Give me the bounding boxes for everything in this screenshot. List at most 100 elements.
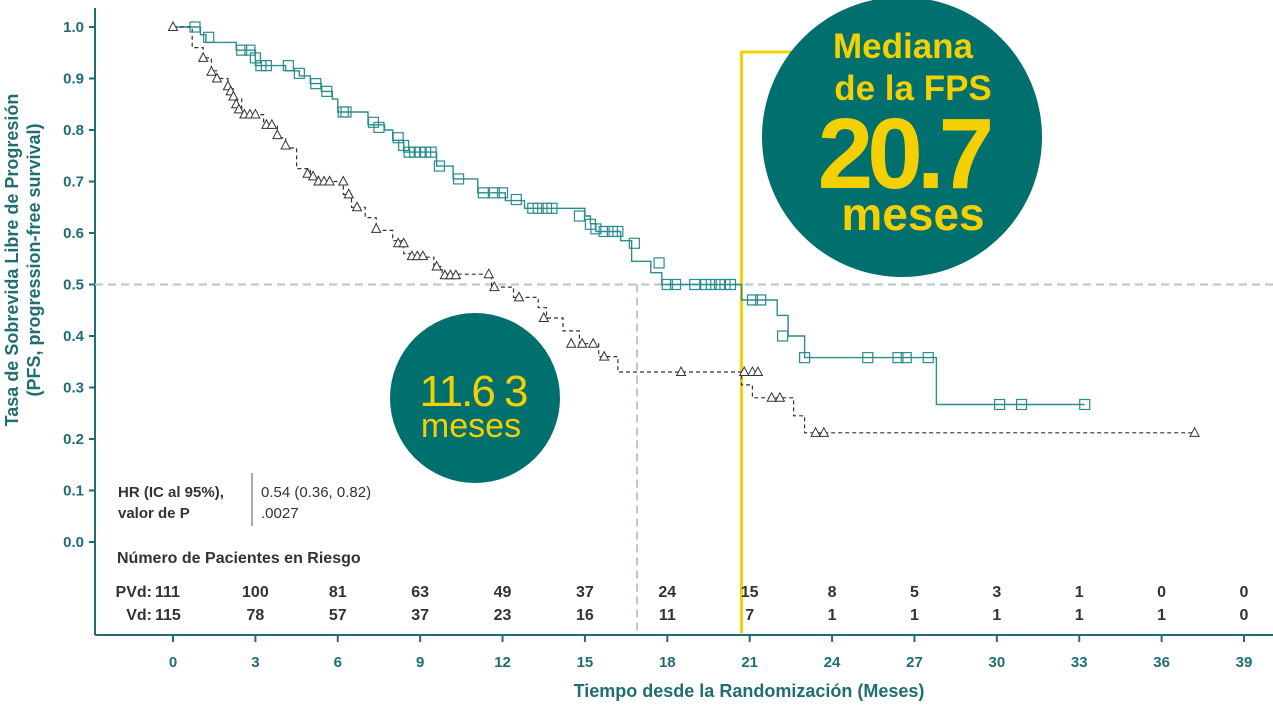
- pvd-censor-marker: [203, 31, 215, 43]
- vd-bubble-unit: meses: [421, 407, 521, 445]
- vd-bubble-circle: [390, 313, 560, 483]
- pvd-censor-marker: [900, 352, 912, 364]
- x-tick-label: 9: [416, 654, 424, 671]
- y-tick-label: 0.3: [63, 380, 84, 397]
- pvd-bubble-circle: [762, 0, 1042, 277]
- pvd-censor-marker: [573, 210, 586, 222]
- risk-cell: 1: [910, 607, 919, 624]
- pvd-bubble-line1: Mediana: [833, 27, 974, 66]
- vd-bubble-value: 11.6 3: [419, 367, 527, 416]
- pvd-censor-marker: [755, 294, 767, 306]
- pvd-censor-marker: [628, 237, 640, 249]
- vd-censor-marker: [211, 72, 223, 83]
- vd-censor-marker: [483, 268, 495, 279]
- pvd-censor-marker: [293, 67, 305, 79]
- y-tick-label: 0.9: [63, 71, 84, 88]
- pvd-censor-marker: [546, 202, 558, 214]
- pvd-median-bubble: Mediana de la FPS 20.7 meses: [762, 0, 1042, 277]
- y-axis-title-line2: (PFS, progression-free survival): [24, 123, 44, 396]
- y-tick-label: 0.5: [63, 277, 84, 294]
- y-tick-label: 0.2: [63, 431, 84, 448]
- y-tick-label: 1.0: [63, 19, 84, 36]
- pvd-censor-marker: [724, 278, 737, 291]
- censor-markers: [167, 20, 1200, 437]
- hr-box: HR (IC al 95%), valor de P 0.54 (0.36, 0…: [118, 473, 371, 526]
- risk-cell: 100: [242, 584, 269, 601]
- x-tick-label: 39: [1236, 654, 1253, 671]
- risk-cell: 49: [494, 584, 512, 601]
- risk-cell: 0: [1157, 584, 1166, 601]
- pvd-bubble-value: 20.7: [818, 98, 991, 210]
- risk-cell: 1: [1157, 607, 1166, 624]
- x-tick-label: 6: [334, 654, 342, 671]
- risk-cell: 37: [411, 607, 429, 624]
- vd-censor-marker: [337, 175, 349, 186]
- vd-censor-marker: [250, 108, 261, 119]
- risk-cell: 115: [155, 607, 181, 624]
- vd-censor-marker: [565, 337, 577, 348]
- risk-cell: 78: [246, 607, 264, 624]
- vd-censor-marker: [450, 269, 462, 280]
- risk-cell: 81: [329, 584, 347, 601]
- pvd-censor-marker: [532, 202, 544, 214]
- pvd-censor-marker: [321, 85, 333, 97]
- vd-censor-marker: [197, 51, 209, 62]
- risk-cell: 63: [411, 584, 429, 601]
- y-tick-label: 0.8: [63, 122, 84, 139]
- vd-censor-marker: [398, 237, 410, 248]
- x-tick-label: 33: [1071, 654, 1088, 671]
- vd-censor-marker: [1189, 426, 1200, 437]
- reference-lines: [95, 50, 1273, 635]
- pvd-bubble-line2: de la FPS: [834, 69, 992, 108]
- x-tick-label: 30: [989, 654, 1006, 671]
- risk-cell: 8: [828, 584, 837, 601]
- risk-cell: 16: [576, 607, 594, 624]
- vd-censor-marker: [675, 365, 687, 377]
- pvd-median-highlight-line: [739, 50, 802, 633]
- vd-censor-marker: [538, 311, 550, 322]
- y-tick-label: 0.0: [63, 534, 84, 551]
- pvd-censor-marker: [993, 398, 1006, 411]
- hr-value-2: .0027: [261, 505, 299, 522]
- risk-cell: 1: [1075, 607, 1084, 624]
- pvd-censor-marker: [653, 257, 665, 269]
- vd-censor-marker: [351, 201, 363, 212]
- vd-censor-marker: [587, 337, 599, 348]
- vd-censor-marker: [513, 291, 525, 302]
- risk-cell: 23: [494, 607, 512, 624]
- vd-censor-marker: [280, 139, 291, 150]
- vd-censor-marker: [343, 188, 355, 199]
- pvd-censor-marker: [1079, 398, 1091, 411]
- x-tick-label: 21: [741, 654, 758, 671]
- risk-row-label: Vd:: [126, 607, 152, 624]
- risk-cell: 3: [992, 584, 1001, 601]
- pvd-censor-marker: [496, 187, 509, 199]
- hr-value-1: 0.54 (0.36, 0.82): [261, 484, 371, 501]
- pvd-censor-marker: [661, 278, 673, 291]
- pvd-censor-marker: [590, 223, 602, 235]
- pvd-censor-marker: [488, 187, 500, 199]
- x-ticks: 0 3 6 9 12 15 18 21 24 27 30 33 36 39: [169, 635, 1253, 671]
- vd-censor-marker: [417, 250, 429, 261]
- vd-censor-marker: [738, 365, 750, 377]
- risk-cell: 7: [745, 607, 754, 624]
- vd-censor-marker: [774, 391, 786, 402]
- vd-censor-marker: [431, 260, 442, 271]
- pvd-censor-marker: [236, 44, 248, 56]
- vd-censor-marker: [307, 170, 319, 181]
- risk-row-label: PVd:: [116, 584, 152, 601]
- pvd-censor-marker: [598, 225, 610, 238]
- pvd-censor-marker: [1015, 398, 1028, 411]
- risk-cell: 5: [910, 584, 919, 601]
- pvd-censor-marker: [510, 193, 522, 206]
- y-tick-label: 0.4: [63, 328, 85, 345]
- risk-cell: 11: [659, 607, 676, 624]
- pvd-censor-marker: [777, 330, 789, 342]
- x-tick-label: 0: [169, 654, 177, 671]
- hr-label-2: valor de P: [118, 505, 190, 522]
- risk-table: PVd: 111 100 81 63 49 37 24 15 8 5 3 1 0 0Vd: 115 78 57 37…: [116, 584, 1249, 624]
- hr-label-1: HR (IC al 95%),: [118, 484, 224, 501]
- pvd-censor-marker: [477, 187, 489, 199]
- risk-cell: 0: [1240, 607, 1249, 624]
